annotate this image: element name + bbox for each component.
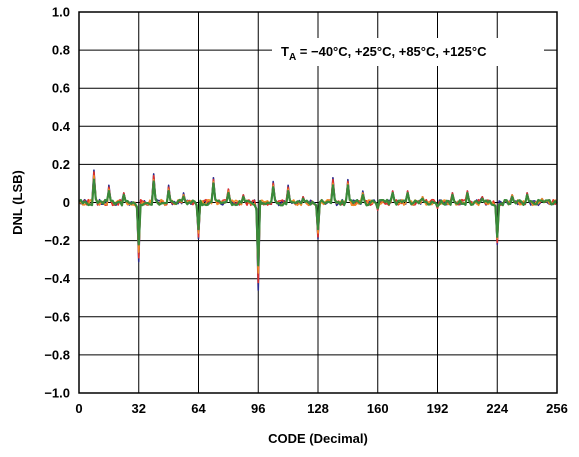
x-tick-labels: 0 32 64 96 128 160 192 224 256 [75, 401, 567, 416]
y-tick-label: −0.8 [44, 347, 70, 362]
y-tick-label: −0.6 [44, 309, 70, 324]
x-tick-label: 64 [191, 401, 206, 416]
annotation-text: = −40°C, +25°C, +85°C, +125°C [296, 44, 487, 59]
temperature-annotation: TA = −40°C, +25°C, +85°C, +125°C [281, 44, 487, 63]
y-tick-label: 0.4 [52, 119, 71, 134]
x-tick-label: 160 [367, 401, 389, 416]
y-tick-label: 1.0 [52, 5, 70, 20]
y-tick-label: 0.8 [52, 43, 70, 58]
x-axis-title: CODE (Decimal) [268, 431, 368, 446]
y-tick-label: 0 [63, 195, 70, 210]
annotation-subscript: A [289, 52, 296, 63]
x-tick-label: 32 [132, 401, 146, 416]
x-tick-label: 224 [486, 401, 508, 416]
x-tick-label: 256 [546, 401, 568, 416]
series-lines [78, 169, 558, 291]
y-tick-label: −0.4 [44, 271, 70, 286]
y-tick-label: 0.6 [52, 81, 70, 96]
annotation-background [272, 38, 544, 66]
y-tick-label: −1.0 [44, 386, 70, 401]
y-tick-label: −0.2 [44, 233, 70, 248]
series-line [78, 178, 558, 267]
y-axis-title: DNL (LSB) [10, 170, 25, 235]
x-tick-label: 0 [75, 401, 82, 416]
x-tick-label: 192 [427, 401, 449, 416]
annotation-prefix: T [281, 44, 289, 59]
y-tick-label: 0.2 [52, 157, 70, 172]
x-tick-label: 128 [307, 401, 329, 416]
y-tick-labels: 1.0 0.8 0.6 0.4 0.2 0 −0.2 −0.4 −0.6 −0.8 −1.0 [44, 5, 70, 401]
x-tick-label: 96 [251, 401, 265, 416]
plot-frame [78, 11, 558, 394]
